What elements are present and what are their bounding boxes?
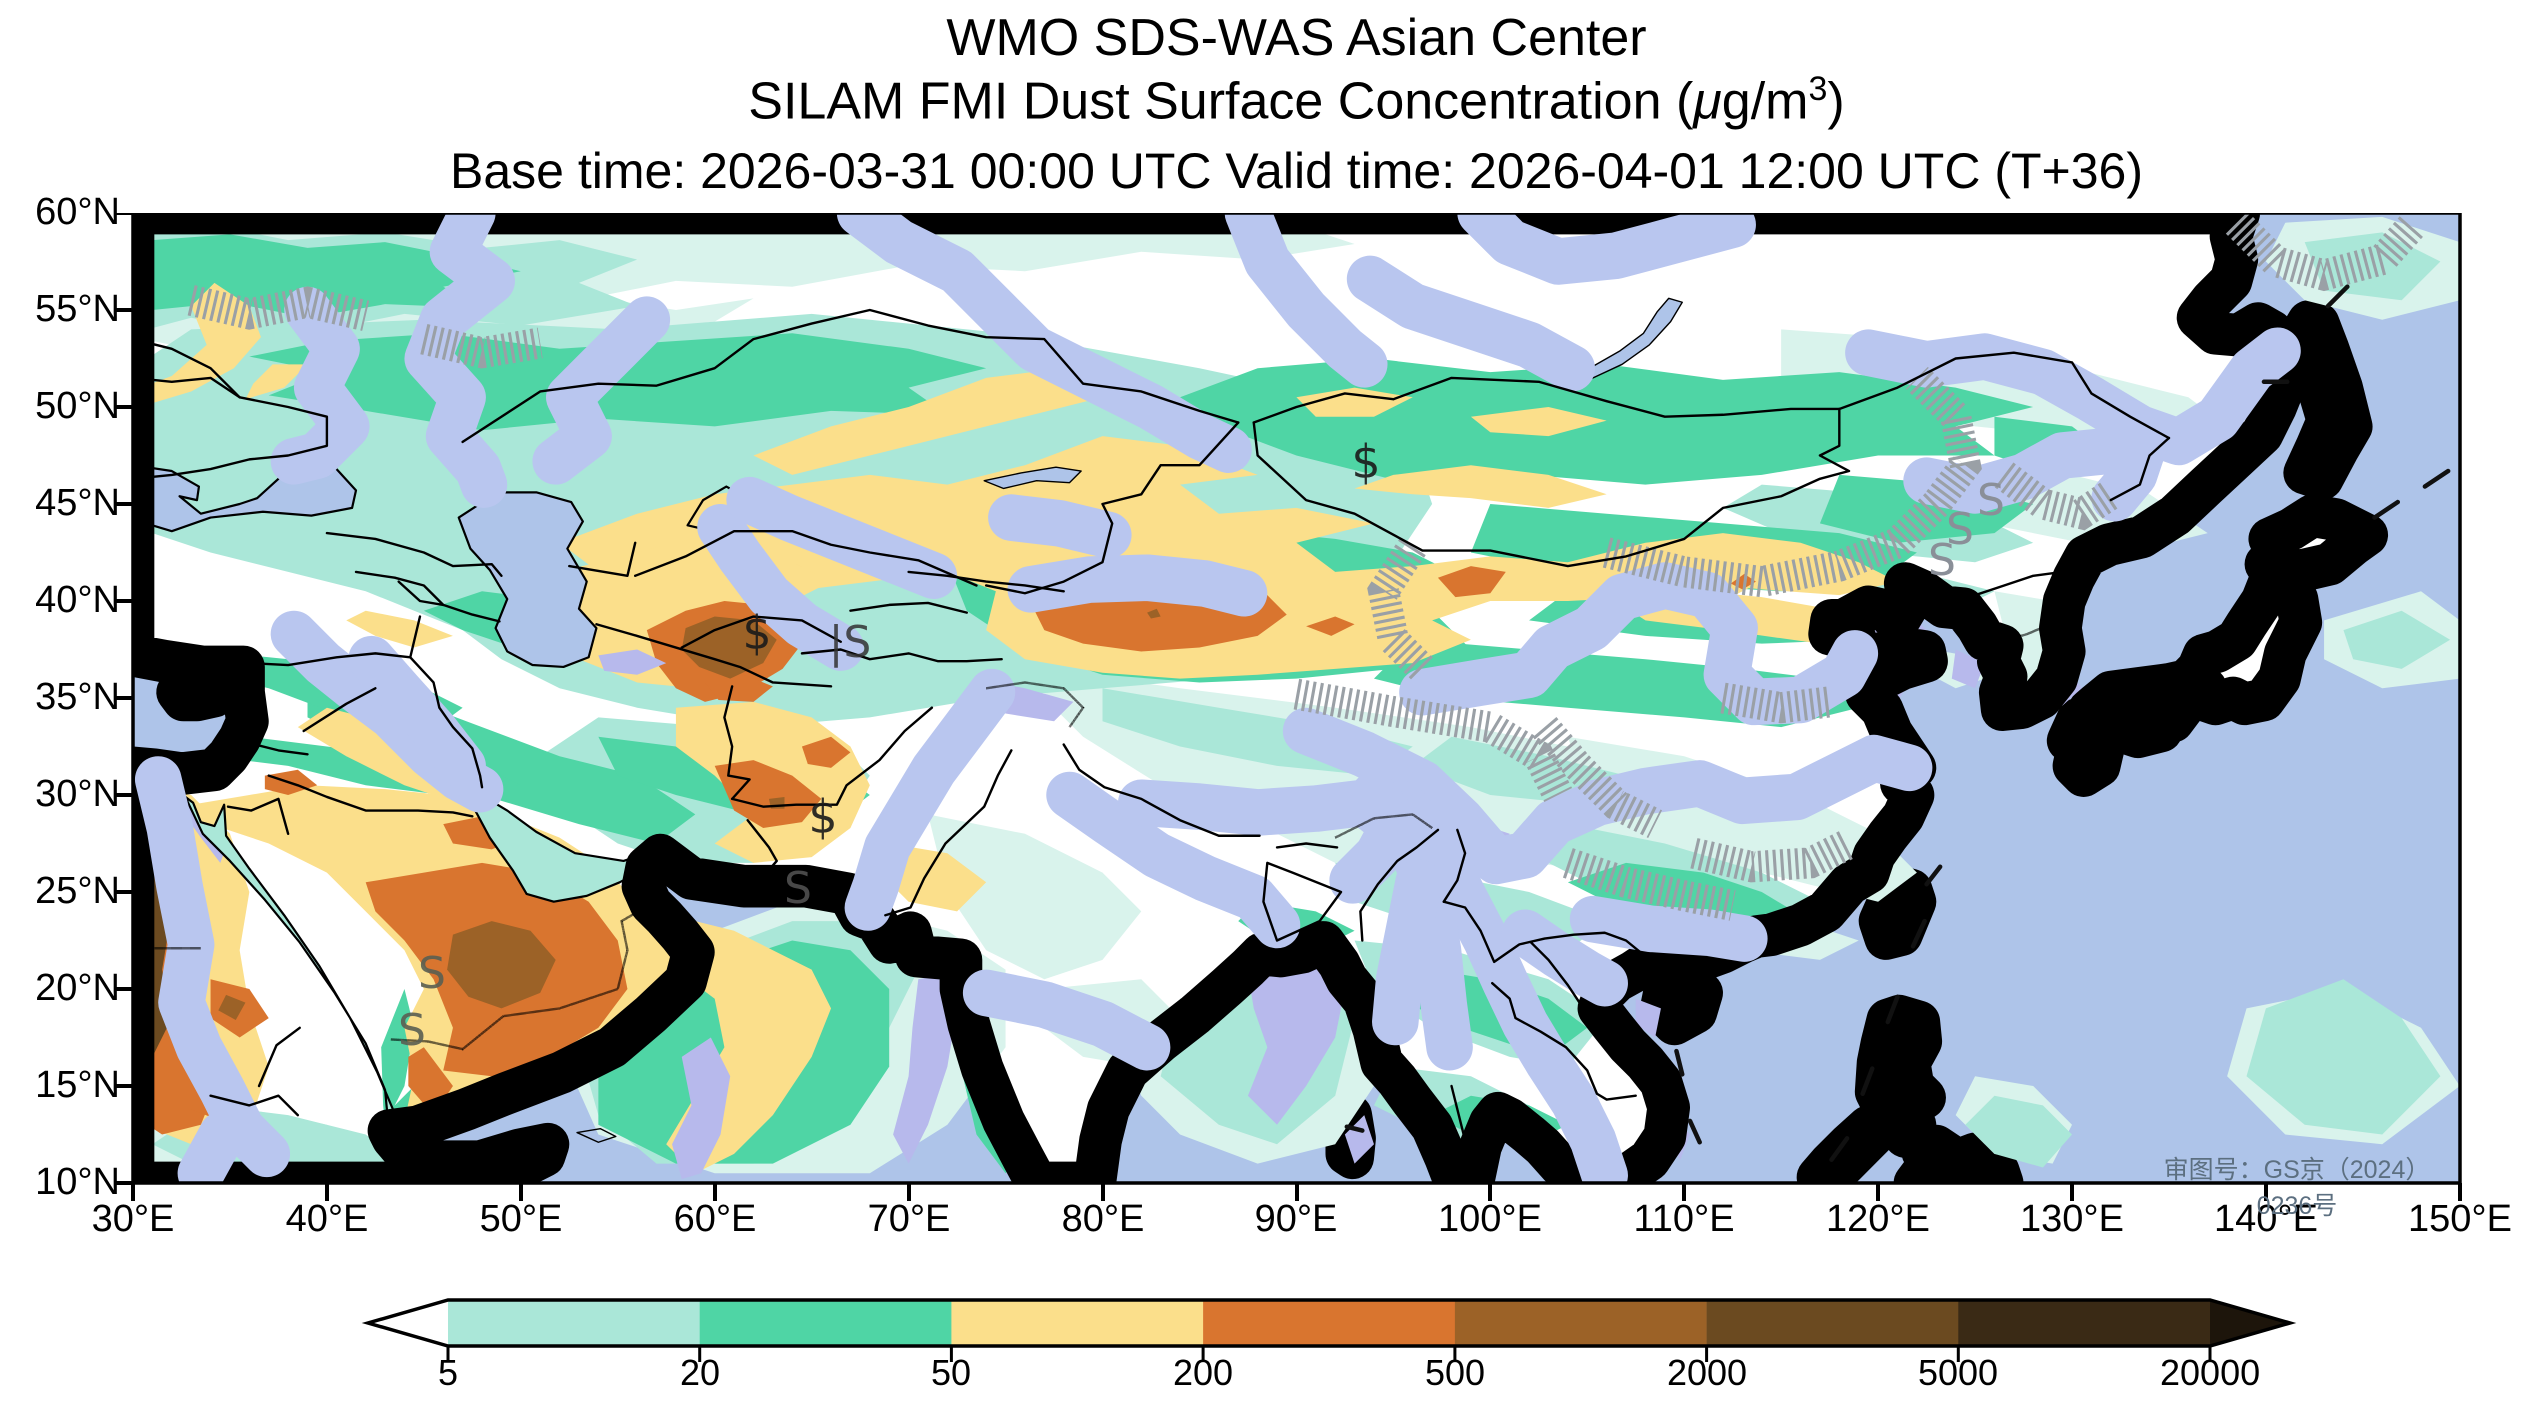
colorbar-under-arrow (368, 1300, 448, 1346)
lon-axis-label: 70°E (867, 1198, 951, 1240)
dash-segments (1347, 287, 2448, 1160)
mu-symbol: μ (1693, 72, 1722, 131)
lat-axis-label: 40°N (35, 579, 120, 621)
colorbar-tick-label: 2000 (1666, 1352, 1748, 1393)
lon-axis-label: 40°E (285, 1198, 369, 1240)
lat-axis-label: 30°N (35, 773, 120, 815)
lat-axis-label: 45°N (35, 482, 120, 524)
inner-seas (133, 298, 1682, 1142)
colorbar-tick-label: 200 (1172, 1352, 1234, 1393)
lon-axis-label: 150°E (2408, 1198, 2512, 1240)
lon-axis-label: 90°E (1254, 1198, 1338, 1240)
subtitle-unit: g/m (1721, 72, 1809, 131)
colorbar-tick-label: 5000 (1917, 1352, 1999, 1393)
colorbar-over-arrow (2210, 1300, 2290, 1346)
dust-station-marker: S (1977, 475, 2005, 526)
dust-station-marker: S (784, 863, 812, 914)
colorbar-tick-label: 5 (437, 1352, 459, 1393)
map-title: WMO SDS-WAS Asian Center (946, 9, 1647, 67)
rivers (134, 213, 2301, 1183)
map-frame (116, 213, 2462, 1201)
colorbar-tick-label: 50 (930, 1352, 972, 1393)
dust-station-marker: $ (808, 790, 837, 844)
lon-axis-label: 100°E (1438, 1198, 1542, 1240)
lon-axis-label: 140°E (2214, 1198, 2318, 1240)
dust-station-marker: S (1946, 504, 1974, 555)
map-subtitle: SILAM FMI Dust Surface Concentration (μg… (133, 70, 2460, 131)
dust-station-marker: $ (742, 606, 771, 660)
lon-axis-label: 110°E (1633, 1198, 1735, 1240)
lon-axis-label: 80°E (1061, 1198, 1145, 1240)
dust-station-marker: S (1928, 535, 1956, 586)
unit-exponent: 3 (1808, 70, 1828, 108)
subtitle-text: SILAM FMI Dust Surface Concentration ( (748, 72, 1694, 131)
dust-station-marker: $ (1351, 435, 1380, 489)
lat-axis-label: 60°N (35, 191, 120, 233)
colorbar (361, 1298, 2297, 1362)
dust-station-marker: S (418, 948, 446, 999)
base-valid-time: Base time: 2026-03-31 00:00 UTC Valid ti… (450, 143, 2143, 199)
colorbar-segments (361, 1298, 2297, 1348)
lat-axis-label: 15°N (35, 1064, 120, 1106)
colorbar-tick-label: 20 (679, 1352, 721, 1393)
lat-axis-label: 35°N (35, 676, 120, 718)
lat-axis-label: 25°N (35, 870, 120, 912)
map-canvas: $ $ $ |S S S S S S S (116, 213, 2462, 1201)
lon-axis-label: 120°E (1826, 1198, 1930, 1240)
lon-axis-label: 130°E (2020, 1198, 2124, 1240)
lon-axis-label: 50°E (479, 1198, 563, 1240)
lat-axis-label: 10°N (35, 1161, 120, 1203)
lon-axis-label: 60°E (673, 1198, 757, 1240)
colorbar-ticks (446, 1346, 2212, 1362)
lon-axis-label: 30°E (91, 1198, 175, 1240)
lat-axis-label: 20°N (35, 967, 120, 1009)
dust-station-marker: |S (829, 617, 872, 668)
country-borders (133, 217, 2169, 1164)
colorbar-tick-label: 20000 (2160, 1352, 2261, 1393)
lat-axis-label: 55°N (35, 288, 120, 330)
map-license-note: 审图号：GS京（2024）0236号 (2163, 1156, 2431, 1220)
subtitle-close: ) (1827, 72, 1845, 131)
colorbar-tick-label: 500 (1424, 1352, 1486, 1393)
lat-axis-label: 50°N (35, 385, 120, 427)
province-borders (187, 213, 2423, 921)
station-markers: $ $ $ |S S S S S S S (398, 435, 2005, 1056)
dust-station-marker: S (398, 1005, 426, 1056)
dust-500-2000-layer (218, 608, 1161, 1021)
